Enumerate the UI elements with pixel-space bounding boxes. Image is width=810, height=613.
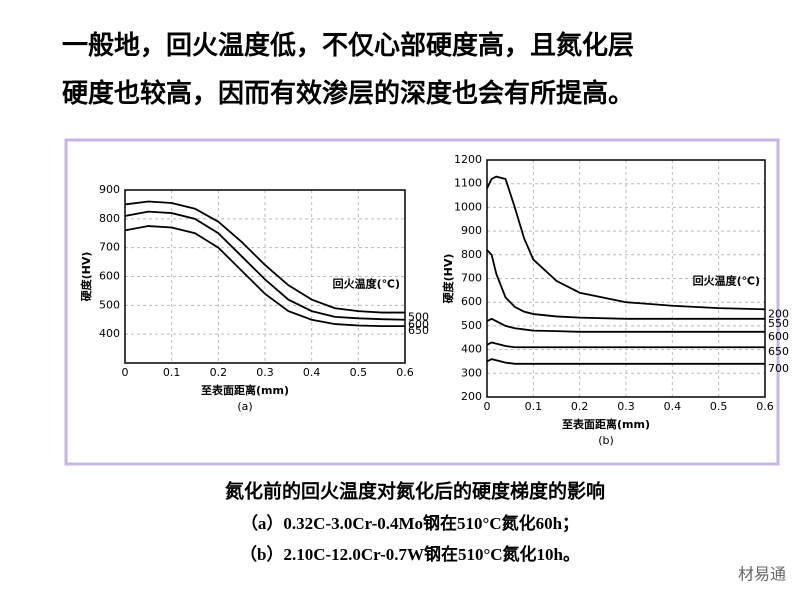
x-tick-label: 0.4 (664, 400, 682, 413)
y-tick-label: 1100 (454, 177, 482, 190)
caption-line: （a）0.32C-3.0Cr-0.4Mo钢在510°C氮化60h； (241, 513, 579, 533)
legend-title: 回火温度(℃) (333, 277, 400, 291)
y-tick-label: 400 (461, 343, 482, 356)
y-tick-label: 700 (99, 241, 120, 254)
y-tick-label: 200 (461, 390, 482, 403)
x-axis-label: 至表面距离(mm) (562, 417, 650, 431)
series-line (124, 200, 405, 314)
watermark: 材易通 (738, 565, 786, 584)
series-line (124, 210, 406, 321)
x-tick-label: 0.4 (303, 366, 321, 379)
y-tick-label: 300 (461, 366, 482, 379)
y-tick-label: 400 (99, 327, 120, 340)
x-tick-label: 0.3 (256, 366, 274, 379)
series-line (486, 341, 765, 349)
x-tick-label: 0.1 (163, 366, 181, 379)
y-tick-label: 900 (461, 224, 482, 237)
legend-label: 650 (408, 324, 429, 337)
legend-title: 回火温度(℃) (693, 273, 760, 287)
x-tick-label: 0.1 (525, 400, 543, 413)
body-text: 硬度也较高，因而有效渗层的深度也会有所提高。 (62, 78, 634, 108)
legend-label: 700 (768, 362, 789, 375)
x-tick-label: 0.6 (756, 400, 774, 413)
x-tick-label: 0.6 (396, 366, 414, 379)
x-tick-label: 0 (122, 366, 129, 379)
legend-label: 600 (408, 318, 429, 331)
y-tick-label: 600 (461, 295, 482, 308)
caption-title: 氮化前的回火温度对氮化后的硬度梯度的影响 (225, 479, 605, 502)
legend-label: 650 (768, 345, 789, 358)
y-axis-label: 硬度(HV) (441, 254, 455, 304)
y-tick-label: 1000 (454, 200, 482, 213)
series-line (486, 358, 765, 365)
chart-label: (a) (237, 400, 252, 413)
legend-label: 550 (768, 317, 789, 330)
plot-frame (486, 159, 766, 398)
series-line (486, 249, 765, 320)
legend-label: 500 (408, 311, 429, 324)
y-tick-label: 500 (99, 298, 120, 311)
y-tick-label: 800 (461, 248, 482, 261)
chart-label: (b) (598, 434, 614, 447)
series-line (486, 175, 766, 311)
x-tick-label: 0.3 (617, 400, 635, 413)
x-tick-label: 0.5 (350, 366, 368, 379)
y-tick-label: 800 (99, 212, 120, 225)
x-tick-label: 0.2 (210, 366, 228, 379)
x-tick-label: 0 (484, 400, 491, 413)
y-tick-label: 600 (99, 270, 120, 283)
series-line (124, 225, 405, 327)
x-tick-label: 0.5 (710, 400, 728, 413)
y-tick-label: 500 (461, 319, 482, 332)
legend-label: 200 (768, 307, 789, 320)
caption-line: （b）2.10C-12.0Cr-0.7W钢在510°C氮化10h。 (240, 544, 580, 564)
x-tick-label: 0.2 (571, 400, 589, 413)
y-tick-label: 900 (99, 183, 120, 196)
series-line (486, 317, 765, 333)
body-text: 一般地，回火温度低，不仅心部硬度高，且氮化层 (62, 30, 634, 60)
y-tick-label: 1200 (454, 153, 482, 166)
y-axis-label: 硬度(HV) (79, 252, 93, 302)
y-tick-label: 700 (461, 272, 482, 285)
legend-label: 600 (768, 330, 789, 343)
x-axis-label: 至表面距离(mm) (201, 383, 289, 397)
figure-frame (64, 138, 780, 466)
plot-frame (124, 189, 406, 364)
